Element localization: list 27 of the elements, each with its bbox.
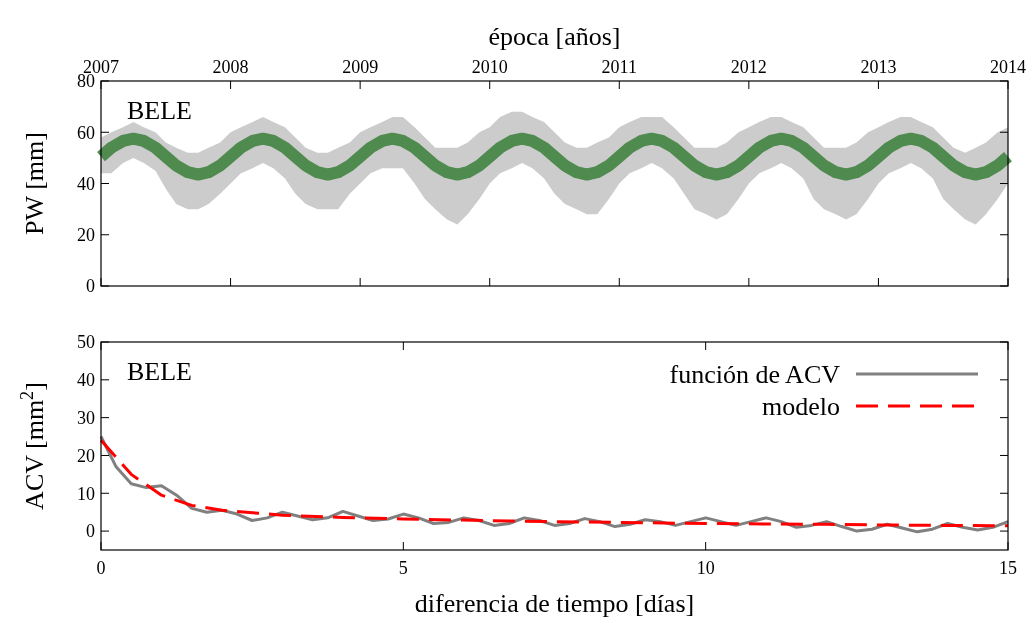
y-tick-label: 60 [77, 122, 95, 143]
x-tick-label: 2014 [990, 57, 1026, 77]
x-tick-label: 2010 [471, 57, 508, 77]
x-tick-label: 2008 [212, 57, 249, 77]
y-tick-label: 40 [77, 173, 95, 194]
y-tick-label: 20 [77, 445, 95, 466]
y-axis-title: PW [mm] [20, 132, 49, 235]
y-tick-label: 10 [77, 483, 95, 504]
y-tick-label: 0 [86, 276, 95, 297]
x-axis-title: época [años] [488, 22, 621, 51]
y-tick-label: 50 [77, 332, 95, 353]
x-tick-label: 2013 [860, 57, 897, 77]
annotation: BELE [127, 357, 192, 386]
x-axis-title: diferencia de tiempo [días] [414, 589, 695, 618]
x-tick-label: 15 [999, 558, 1017, 578]
y-tick-label: 40 [77, 370, 95, 391]
annotation: BELE [127, 96, 192, 125]
y-tick-label: 0 [86, 521, 95, 542]
x-tick-label: 2009 [342, 57, 379, 77]
x-tick-label: 10 [696, 558, 715, 578]
legend-label: función de ACV [669, 360, 841, 390]
legend-label: modelo [762, 392, 840, 422]
y-tick-label: 30 [77, 407, 95, 428]
x-tick-label: 5 [398, 558, 408, 578]
y-tick-label: 20 [77, 225, 95, 246]
x-tick-label: 2011 [601, 57, 637, 77]
x-tick-label: 2012 [730, 57, 767, 77]
